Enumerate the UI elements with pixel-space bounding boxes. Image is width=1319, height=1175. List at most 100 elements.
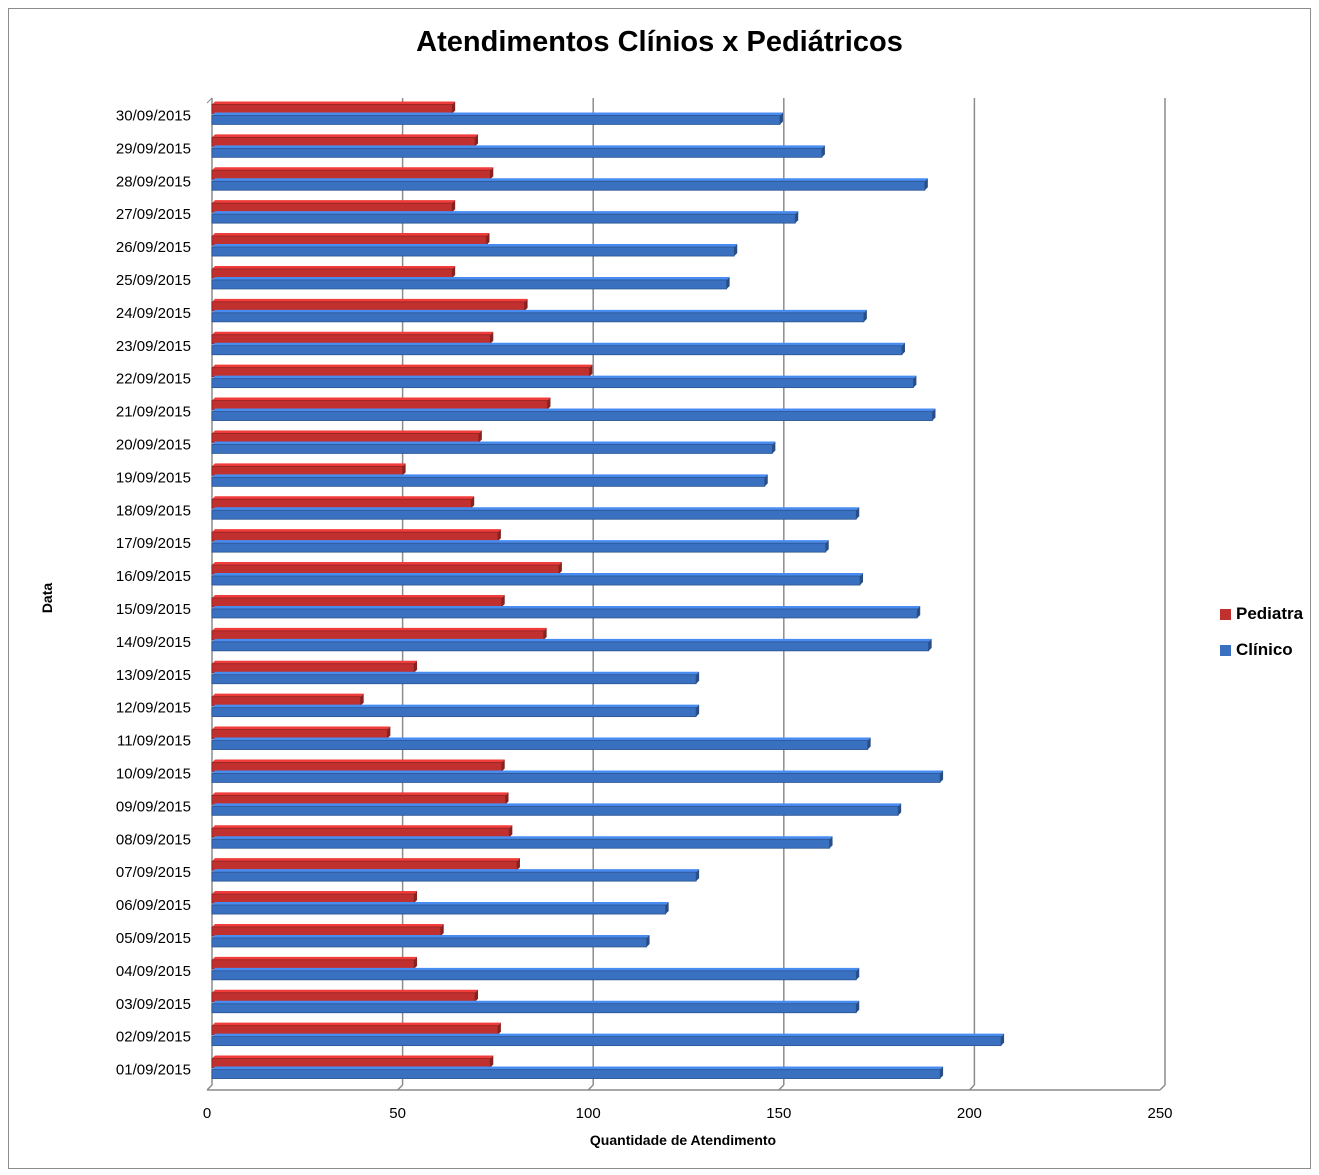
bar-end: [558, 562, 562, 575]
y-tick-label: 20/09/2015: [116, 436, 191, 453]
bar: [211, 202, 453, 213]
bar: [211, 136, 476, 147]
bar-top: [212, 956, 418, 960]
y-tick-label: 30/09/2015: [116, 107, 191, 124]
legend-label-clinico: Clínico: [1236, 640, 1293, 659]
bar-top: [212, 594, 505, 598]
bar-top: [212, 605, 921, 609]
y-tick-label: 25/09/2015: [116, 272, 191, 289]
y-tick-label: 16/09/2015: [116, 568, 191, 585]
bar-top: [212, 967, 860, 971]
bar: [211, 312, 865, 323]
bar-end: [414, 660, 418, 673]
bar: [211, 805, 899, 816]
bar: [211, 531, 499, 542]
bar-end: [490, 331, 494, 344]
bar-top: [212, 167, 494, 171]
bar: [211, 246, 735, 257]
bar-top: [212, 211, 799, 215]
bar: [211, 498, 472, 509]
bar: [211, 740, 869, 750]
bar: [211, 794, 506, 805]
bar-top: [212, 638, 932, 642]
bar-top: [212, 1033, 1005, 1037]
bar-end: [497, 529, 501, 542]
bar: [211, 904, 667, 915]
bar: [211, 992, 476, 1003]
bar-top: [212, 200, 456, 204]
y-tick-label: 22/09/2015: [116, 371, 191, 388]
bar-end: [829, 836, 833, 849]
bar-end: [764, 474, 768, 487]
bar-top: [212, 408, 936, 412]
bar-end: [1001, 1033, 1005, 1046]
bar: [211, 1025, 499, 1036]
bar-top: [212, 792, 509, 796]
y-tick-label: 24/09/2015: [116, 305, 191, 322]
bar: [211, 279, 728, 290]
bar: [211, 268, 453, 279]
bar: [211, 334, 491, 345]
bar-top: [212, 309, 867, 313]
bar-top: [212, 770, 944, 774]
bar: [211, 838, 830, 849]
bar-top: [212, 759, 505, 763]
bar-top: [212, 441, 776, 445]
bar-top: [212, 540, 829, 544]
bar-end: [696, 704, 700, 717]
bar-top: [212, 693, 364, 697]
bar: [211, 104, 453, 114]
bar: [211, 378, 914, 389]
bar-end: [863, 309, 867, 322]
bar: [211, 773, 941, 783]
x-tick-label: 50: [389, 1105, 406, 1122]
bar-top: [212, 573, 864, 577]
y-tick-label: 12/09/2015: [116, 700, 191, 717]
bar-top: [212, 1055, 494, 1059]
bar-end: [898, 803, 902, 816]
x-axis-label: Quantidade de Atendimento: [589, 1132, 777, 1148]
bar-top: [212, 529, 501, 533]
bar-top: [212, 704, 700, 708]
y-tick-label: 23/09/2015: [116, 338, 191, 355]
bar: [211, 509, 857, 520]
bar: [211, 1003, 857, 1014]
bar-top: [212, 627, 547, 631]
bar-top: [212, 803, 902, 807]
y-tick-label: 18/09/2015: [116, 502, 191, 519]
bar-top: [212, 496, 475, 500]
bar: [211, 959, 415, 970]
bar-end: [940, 1066, 944, 1079]
bar: [211, 926, 442, 937]
bar: [211, 860, 518, 871]
bar: [211, 762, 503, 772]
bar-top: [212, 145, 825, 149]
bar: [211, 608, 918, 619]
bar: [211, 970, 857, 981]
bar-end: [795, 211, 799, 224]
bar-top: [212, 507, 860, 511]
bar-end: [509, 825, 513, 838]
bar-top: [212, 342, 905, 346]
bar-end: [490, 1055, 494, 1068]
bar-top: [212, 869, 700, 873]
bar: [211, 235, 487, 246]
x-tick-label: 200: [957, 1105, 982, 1122]
bar-top: [212, 112, 783, 116]
bar-top: [212, 1000, 860, 1004]
legend-swatch-pediatra: [1220, 608, 1231, 620]
y-tick-label: 10/09/2015: [116, 765, 191, 782]
bar-top: [212, 298, 528, 302]
bar-end: [543, 627, 547, 640]
bar: [211, 575, 861, 586]
bar-end: [505, 792, 509, 805]
bar-end: [440, 923, 444, 936]
bar: [211, 465, 404, 476]
bar-top: [212, 902, 669, 906]
bar: [211, 1069, 941, 1079]
bar: [211, 827, 510, 838]
bar-end: [490, 167, 494, 180]
bar-end: [589, 364, 593, 377]
bar: [211, 871, 697, 882]
